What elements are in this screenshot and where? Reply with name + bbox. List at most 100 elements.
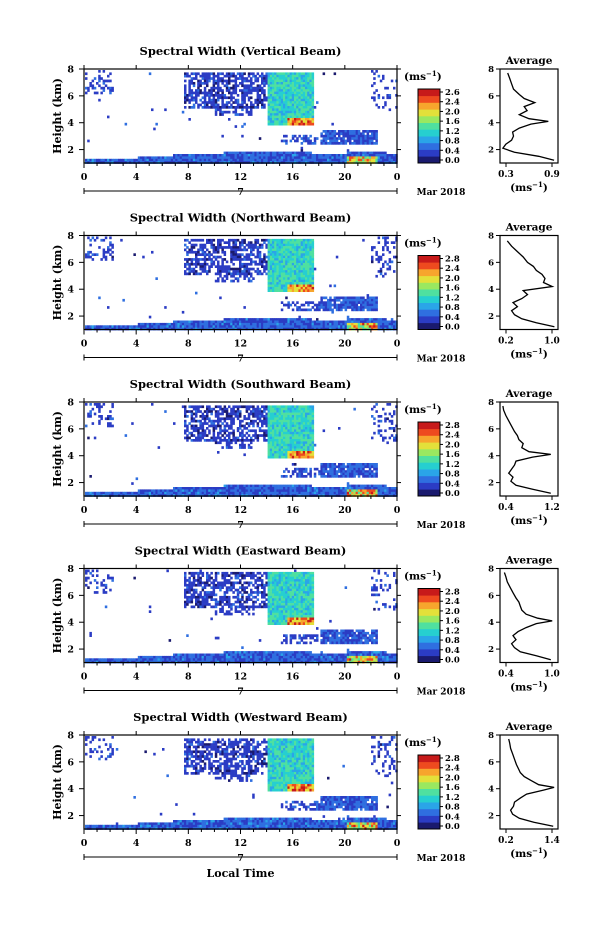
colorbar-swatch bbox=[418, 282, 440, 290]
colorbar-tick-label: 2.4 bbox=[445, 431, 460, 441]
avg-y-tick-label: 6 bbox=[488, 258, 494, 268]
colorbar-swatch bbox=[418, 489, 440, 497]
avg-profile-line bbox=[503, 572, 553, 661]
colorbar-tick-label: 2.0 bbox=[445, 440, 460, 450]
colorbar-swatch bbox=[418, 602, 440, 610]
colorbar-unit: (ms−1) bbox=[404, 735, 442, 749]
colorbar-unit-sup: −1 bbox=[426, 69, 437, 78]
avg-unit: (ms−1) bbox=[510, 680, 548, 694]
month-label: Mar 2018 bbox=[417, 521, 466, 531]
heatmap-cells bbox=[85, 736, 398, 830]
y-axis-label-group: Height (km) bbox=[51, 578, 64, 654]
x-tick-label: 8 bbox=[185, 339, 192, 350]
colorbar-swatch bbox=[418, 295, 440, 303]
colorbar-swatch bbox=[418, 442, 440, 450]
colorbar-swatch bbox=[418, 768, 440, 776]
colorbar-tick-label: 2.0 bbox=[445, 274, 460, 284]
x-tick-label: 4 bbox=[133, 672, 140, 683]
colorbar-swatch bbox=[418, 761, 440, 769]
x-tick-label: 20 bbox=[338, 339, 352, 350]
x-tick-label: 16 bbox=[286, 172, 300, 183]
colorbar-frame bbox=[417, 88, 441, 164]
month-label: Mar 2018 bbox=[417, 188, 466, 198]
colorbar: 2.82.42.01.61.20.80.40.0 bbox=[417, 255, 460, 333]
colorbar-swatch bbox=[418, 275, 440, 283]
colorbar-tick-label: 0.0 bbox=[445, 323, 460, 333]
avg-y-tick-label: 4 bbox=[488, 285, 494, 295]
x-tick-label: 0 bbox=[81, 172, 88, 183]
y-tick-label: 2 bbox=[67, 478, 74, 489]
avg-unit-sup: −1 bbox=[532, 846, 543, 855]
colorbar-swatch bbox=[418, 755, 440, 763]
colorbar-swatch bbox=[418, 136, 440, 144]
y-axis-label: Height (km) bbox=[51, 744, 64, 820]
panel-3: Spectral Width (Eastward Beam)0 4 8 12 16 20 0… bbox=[51, 544, 560, 698]
avg-unit-end: ) bbox=[543, 682, 548, 694]
avg-x-tick-label: 1.0 bbox=[544, 337, 560, 347]
colorbar-swatch bbox=[418, 649, 440, 657]
avg-unit-end: ) bbox=[543, 848, 548, 860]
x-tick-label: 12 bbox=[234, 838, 247, 849]
avg-frame bbox=[499, 401, 559, 497]
avg-title: Average bbox=[505, 721, 553, 733]
colorbar-swatch bbox=[418, 302, 440, 310]
colorbar-tick-label: 2.0 bbox=[445, 773, 460, 783]
avg-profile-panel: 2 4 6 8 0.2 1.0(ms−1) bbox=[488, 232, 560, 361]
colorbar-tick-label: 0.0 bbox=[445, 822, 460, 832]
avg-y-tick-label: 2 bbox=[488, 146, 494, 156]
y-axis-label-group: Height (km) bbox=[51, 411, 64, 487]
colorbar-unit-sup: −1 bbox=[426, 569, 437, 578]
colorbar-unit: (ms−1) bbox=[404, 569, 442, 583]
colorbar-swatch bbox=[418, 642, 440, 650]
colorbar-swatch bbox=[418, 615, 440, 623]
x-tick-label: 16 bbox=[286, 339, 300, 350]
panel-title: Spectral Width (Southward Beam) bbox=[130, 377, 352, 391]
colorbar-tick-label: 1.6 bbox=[445, 783, 460, 793]
avg-unit: (ms−1) bbox=[510, 846, 548, 860]
avg-profile-line bbox=[501, 72, 555, 161]
avg-x-tick-label: 1.2 bbox=[544, 503, 560, 513]
avg-y-tick-label: 6 bbox=[488, 425, 494, 435]
avg-x-tick-label: 0.2 bbox=[498, 836, 514, 846]
colorbar-swatch bbox=[418, 622, 440, 630]
avg-x-tick-label: 0.3 bbox=[498, 170, 514, 180]
colorbar-swatch bbox=[418, 422, 440, 430]
colorbar-tick-label: 1.6 bbox=[445, 117, 460, 127]
date-label: 7 bbox=[237, 853, 244, 864]
avg-y-tick-label: 8 bbox=[488, 731, 494, 741]
x-tick-label: 0 bbox=[81, 838, 88, 849]
colorbar-swatch bbox=[418, 802, 440, 810]
y-tick-label: 8 bbox=[67, 564, 74, 575]
x-tick-label: 8 bbox=[185, 172, 192, 183]
colorbar-unit-sup: −1 bbox=[426, 735, 437, 744]
panel-title: Spectral Width (Northward Beam) bbox=[130, 211, 352, 225]
colorbar-unit-end: ) bbox=[437, 71, 442, 83]
y-tick-label: 4 bbox=[67, 118, 74, 129]
colorbar-unit-end: ) bbox=[437, 238, 442, 250]
colorbar-tick-label: 0.4 bbox=[445, 146, 460, 156]
avg-unit: (ms−1) bbox=[510, 347, 548, 361]
avg-title: Average bbox=[505, 55, 553, 67]
y-tick-label: 6 bbox=[67, 258, 74, 269]
colorbar-swatch bbox=[418, 462, 440, 470]
colorbar-swatch bbox=[418, 808, 440, 816]
colorbar-swatch bbox=[418, 115, 440, 123]
avg-x-tick-label: 0.4 bbox=[498, 670, 514, 680]
colorbar-unit-end: ) bbox=[437, 737, 442, 749]
y-tick-label: 4 bbox=[67, 285, 74, 296]
y-tick-label: 8 bbox=[67, 231, 74, 242]
date-label: 7 bbox=[237, 187, 244, 198]
colorbar-swatch bbox=[418, 815, 440, 823]
x-tick-label: 12 bbox=[234, 339, 247, 350]
avg-profile-panel: 2 4 6 8 0.4 1.0(ms−1) bbox=[488, 565, 560, 694]
colorbar-swatch bbox=[418, 482, 440, 490]
colorbar-tick-label: 1.6 bbox=[445, 284, 460, 294]
avg-y-tick-label: 6 bbox=[488, 591, 494, 601]
y-tick-label: 6 bbox=[67, 591, 74, 602]
colorbar-swatch bbox=[418, 595, 440, 603]
avg-x-tick-label: 0.9 bbox=[544, 170, 560, 180]
panel-4: Spectral Width (Westward Beam)0 4 8 12 16 20 0… bbox=[51, 710, 560, 864]
month-label: Mar 2018 bbox=[417, 355, 466, 365]
colorbar-tick-label: 0.8 bbox=[445, 803, 460, 813]
x-tick-label: 12 bbox=[234, 172, 247, 183]
